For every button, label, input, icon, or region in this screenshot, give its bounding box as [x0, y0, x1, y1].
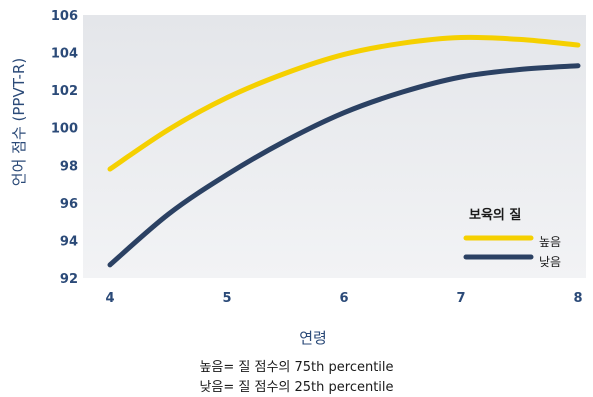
y-tick-label: 96 — [60, 197, 78, 212]
legend-label-series-0: 높음 — [539, 235, 561, 249]
series-line-0 — [107, 34, 581, 172]
x-tick-label: 5 — [222, 291, 231, 306]
x-axis-label: 연령 — [299, 329, 327, 347]
x-tick-label: 8 — [573, 291, 582, 306]
x-tick-label: 4 — [105, 291, 114, 306]
y-axis-label: 언어 점수 (PPVT-R) — [10, 58, 28, 186]
legend: 보육의 질 높음 낮음 — [463, 207, 561, 269]
series-line-1 — [107, 63, 581, 268]
footnote-high: 높음= 질 점수의 75th percentile — [199, 360, 394, 375]
x-tick-label: 7 — [456, 291, 465, 306]
y-tick-label: 100 — [51, 122, 78, 137]
y-axis-ticks: 92 94 96 98 100 102 104 106 — [51, 9, 78, 287]
y-tick-label: 92 — [60, 272, 78, 287]
legend-label-series-1: 낮음 — [539, 255, 561, 269]
x-axis-ticks: 4 5 6 7 8 — [105, 291, 582, 306]
y-tick-label: 106 — [51, 9, 78, 24]
y-tick-label: 102 — [51, 84, 78, 99]
footnote-low: 낮음= 질 점수의 25th percentile — [199, 380, 394, 395]
y-tick-label: 104 — [51, 47, 78, 62]
x-tick-label: 6 — [339, 291, 348, 306]
y-tick-label: 98 — [60, 159, 78, 174]
legend-title: 보육의 질 — [469, 207, 521, 223]
series-lines — [107, 34, 581, 268]
y-tick-label: 94 — [60, 234, 78, 249]
